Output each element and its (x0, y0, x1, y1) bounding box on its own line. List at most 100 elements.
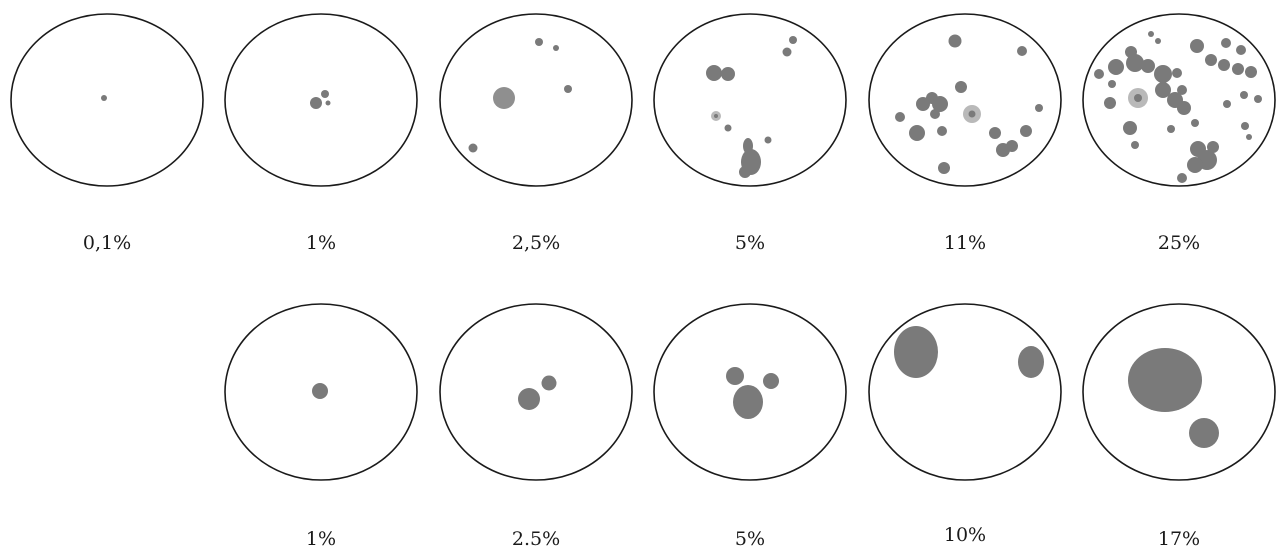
spot (916, 97, 930, 111)
spot (1236, 45, 1246, 55)
spot (726, 367, 744, 385)
spot (714, 114, 718, 118)
spot (948, 34, 962, 48)
spot (789, 36, 797, 44)
spot (724, 124, 732, 132)
spot (312, 383, 328, 399)
spot (782, 47, 792, 57)
percentage-label: 2.5% (512, 528, 560, 548)
spot (894, 326, 938, 378)
spot (1177, 101, 1191, 115)
spot (1223, 100, 1231, 108)
panel-row2-1: 1% (224, 303, 418, 548)
percentage-label: 5% (735, 232, 765, 254)
spot (938, 162, 950, 174)
spot (1241, 122, 1249, 130)
spot (721, 67, 735, 81)
spot (1246, 134, 1252, 140)
spot (541, 375, 557, 391)
spot (1218, 59, 1230, 71)
spot (739, 166, 751, 178)
spot (1108, 80, 1116, 88)
spot (310, 97, 322, 109)
spot (1254, 95, 1262, 103)
panel-row2-3: 5% (653, 303, 847, 548)
panel-circle (653, 13, 847, 187)
spot (1177, 173, 1187, 183)
spot (743, 138, 753, 154)
panel-row1-4: 5% (653, 13, 847, 254)
percentage-label: 1% (306, 528, 336, 548)
percentage-label: 2,5% (512, 232, 560, 254)
spot (325, 100, 331, 106)
spot (535, 38, 543, 46)
spot (1035, 104, 1043, 112)
spot (564, 85, 572, 93)
spot (1232, 63, 1244, 75)
spot (1126, 54, 1144, 72)
spot (493, 87, 515, 109)
spot (1104, 97, 1116, 109)
spot (1006, 140, 1018, 152)
spot (1207, 141, 1219, 153)
panel-circle (10, 13, 204, 187)
spot (101, 95, 107, 101)
spot (955, 81, 967, 93)
spot (321, 90, 329, 98)
panel-row1-2: 1% (224, 13, 418, 254)
percentage-label: 1% (306, 232, 336, 254)
spot (1154, 65, 1172, 83)
spot (1177, 85, 1187, 95)
spot (1240, 91, 1248, 99)
spot (763, 373, 779, 389)
panel-row1-3: 2,5% (439, 13, 633, 254)
spot (909, 125, 925, 141)
spot (764, 136, 772, 144)
spot (1017, 46, 1027, 56)
spot (1131, 141, 1139, 149)
spot (989, 127, 1001, 139)
panel-circle (868, 303, 1062, 481)
spot (518, 388, 540, 410)
spot (1128, 348, 1202, 412)
spot (1189, 418, 1219, 448)
spot (1205, 54, 1217, 66)
spot (968, 110, 976, 118)
spot (706, 65, 722, 81)
spot (1191, 119, 1199, 127)
panel-row1-6: 25% (1082, 13, 1276, 254)
spot (1094, 69, 1104, 79)
spot (553, 45, 559, 51)
panel-row2-5: 17% (1082, 303, 1276, 548)
panel-row1-5: 11% (868, 13, 1062, 254)
spot (1148, 31, 1154, 37)
spot (937, 126, 947, 136)
spot (932, 96, 948, 112)
percentage-label: 11% (944, 232, 986, 254)
spot (1123, 121, 1137, 135)
spot (1020, 125, 1032, 137)
spot (1172, 68, 1182, 78)
panel-row1-1: 0,1% (10, 13, 204, 254)
spot (1245, 66, 1257, 78)
spot (930, 109, 940, 119)
percentage-label: 25% (1158, 232, 1200, 254)
percentage-label: 17% (1158, 528, 1200, 548)
panel-row2-2: 2.5% (439, 303, 633, 548)
spot (1141, 59, 1155, 73)
spot (468, 143, 478, 153)
spot (895, 112, 905, 122)
spot (1190, 39, 1204, 53)
panel-row2-4: 10% (868, 303, 1062, 546)
spot (733, 385, 763, 419)
spot (1155, 82, 1171, 98)
panel-circle (439, 13, 633, 187)
percentage-label: 0,1% (83, 232, 131, 254)
spot (1134, 94, 1142, 102)
spot (1167, 125, 1175, 133)
spot (1108, 59, 1124, 75)
spot (1221, 38, 1231, 48)
spot (1155, 38, 1161, 44)
spot (1187, 157, 1203, 173)
